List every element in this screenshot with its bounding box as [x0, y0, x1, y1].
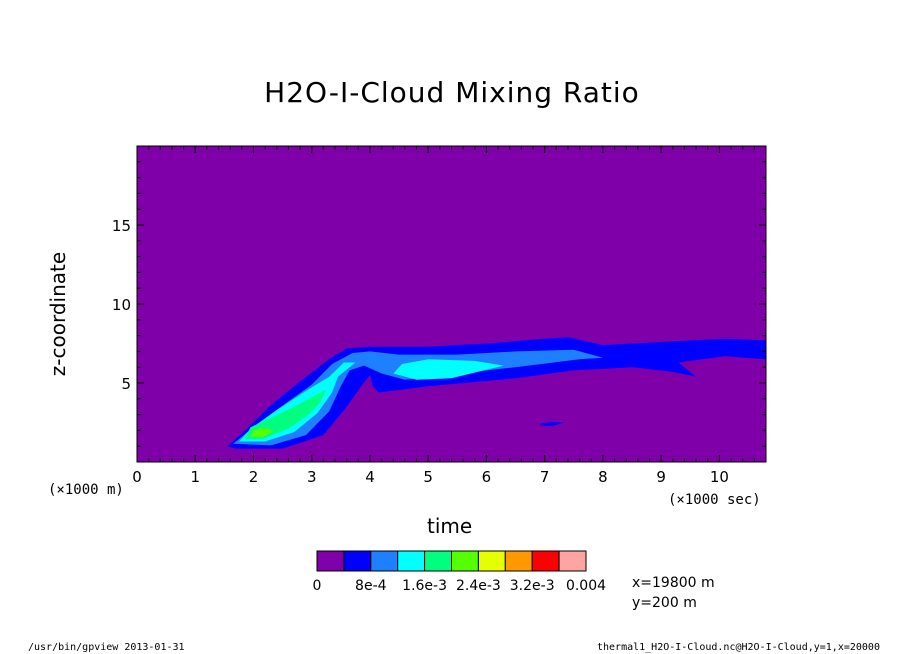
x-unit-label: (×1000 sec) — [668, 492, 761, 508]
annotation-x: x=19800 m — [632, 575, 715, 591]
footer-right: thermal1_H2O-I-Cloud.nc@H2O-I-Cloud,y=1,… — [597, 642, 880, 653]
x-tick-label: 8 — [598, 468, 608, 486]
footer-left: /usr/bin/gpview 2013-01-31 — [28, 642, 185, 653]
contour-region-6 — [250, 428, 274, 438]
x-tick-label: 10 — [710, 468, 729, 486]
plot-background — [137, 146, 766, 462]
y-tick-label: 15 — [112, 217, 131, 235]
chart-title: H2O-I-Cloud Mixing Ratio — [264, 76, 640, 109]
contour-layer — [227, 337, 766, 449]
contour-region-5 — [244, 389, 327, 440]
x-tick-label: 7 — [540, 468, 550, 486]
colorbar-label: 0.004 — [566, 578, 606, 594]
y-tick-label: 10 — [112, 296, 131, 314]
colorbar-label: 1.6e-3 — [402, 578, 447, 594]
x-axis-label: time — [427, 514, 473, 538]
colorbar-swatch-8 — [531, 550, 560, 572]
colorbar: 0 8e-4 1.6e-3 2.4e-3 3.2e-3 0.004 — [313, 550, 606, 594]
contour-region-2 — [233, 349, 603, 446]
axes: 0 1 2 3 4 5 6 7 8 9 10 5 10 15 — [112, 145, 767, 486]
colorbar-swatch-2 — [370, 550, 399, 572]
colorbar-swatch-9 — [558, 550, 587, 572]
colorbar-swatch-4 — [424, 550, 453, 572]
y-unit-label: (×1000 m) — [48, 482, 124, 498]
colorbar-swatch-1 — [343, 550, 372, 572]
colorbar-swatch-3 — [397, 550, 426, 572]
contour-region-1 — [538, 421, 566, 426]
x-tick-label: 3 — [307, 468, 317, 486]
colorbar-label: 0 — [313, 578, 322, 594]
colorbar-swatch-6 — [477, 550, 506, 572]
x-tick-label: 9 — [656, 468, 666, 486]
colorbar-swatch-0 — [316, 550, 345, 572]
colorbar-label: 8e-4 — [355, 578, 387, 594]
y-tick-label: 5 — [121, 375, 131, 393]
colorbar-label: 3.2e-3 — [510, 578, 555, 594]
y-axis-label: z-coordinate — [46, 251, 70, 377]
colorbar-swatch-5 — [451, 550, 479, 572]
x-tick-label: 0 — [132, 468, 142, 486]
x-tick-label: 2 — [249, 468, 259, 486]
x-tick-label: 6 — [482, 468, 492, 486]
x-tick-label: 5 — [423, 468, 433, 486]
x-tick-label: 1 — [190, 468, 200, 486]
colorbar-label: 2.4e-3 — [456, 578, 501, 594]
annotation-y: y=200 m — [632, 595, 697, 611]
colorbar-swatch-7 — [504, 550, 533, 572]
x-tick-label: 4 — [365, 468, 375, 486]
contour-region-4 — [393, 359, 504, 380]
